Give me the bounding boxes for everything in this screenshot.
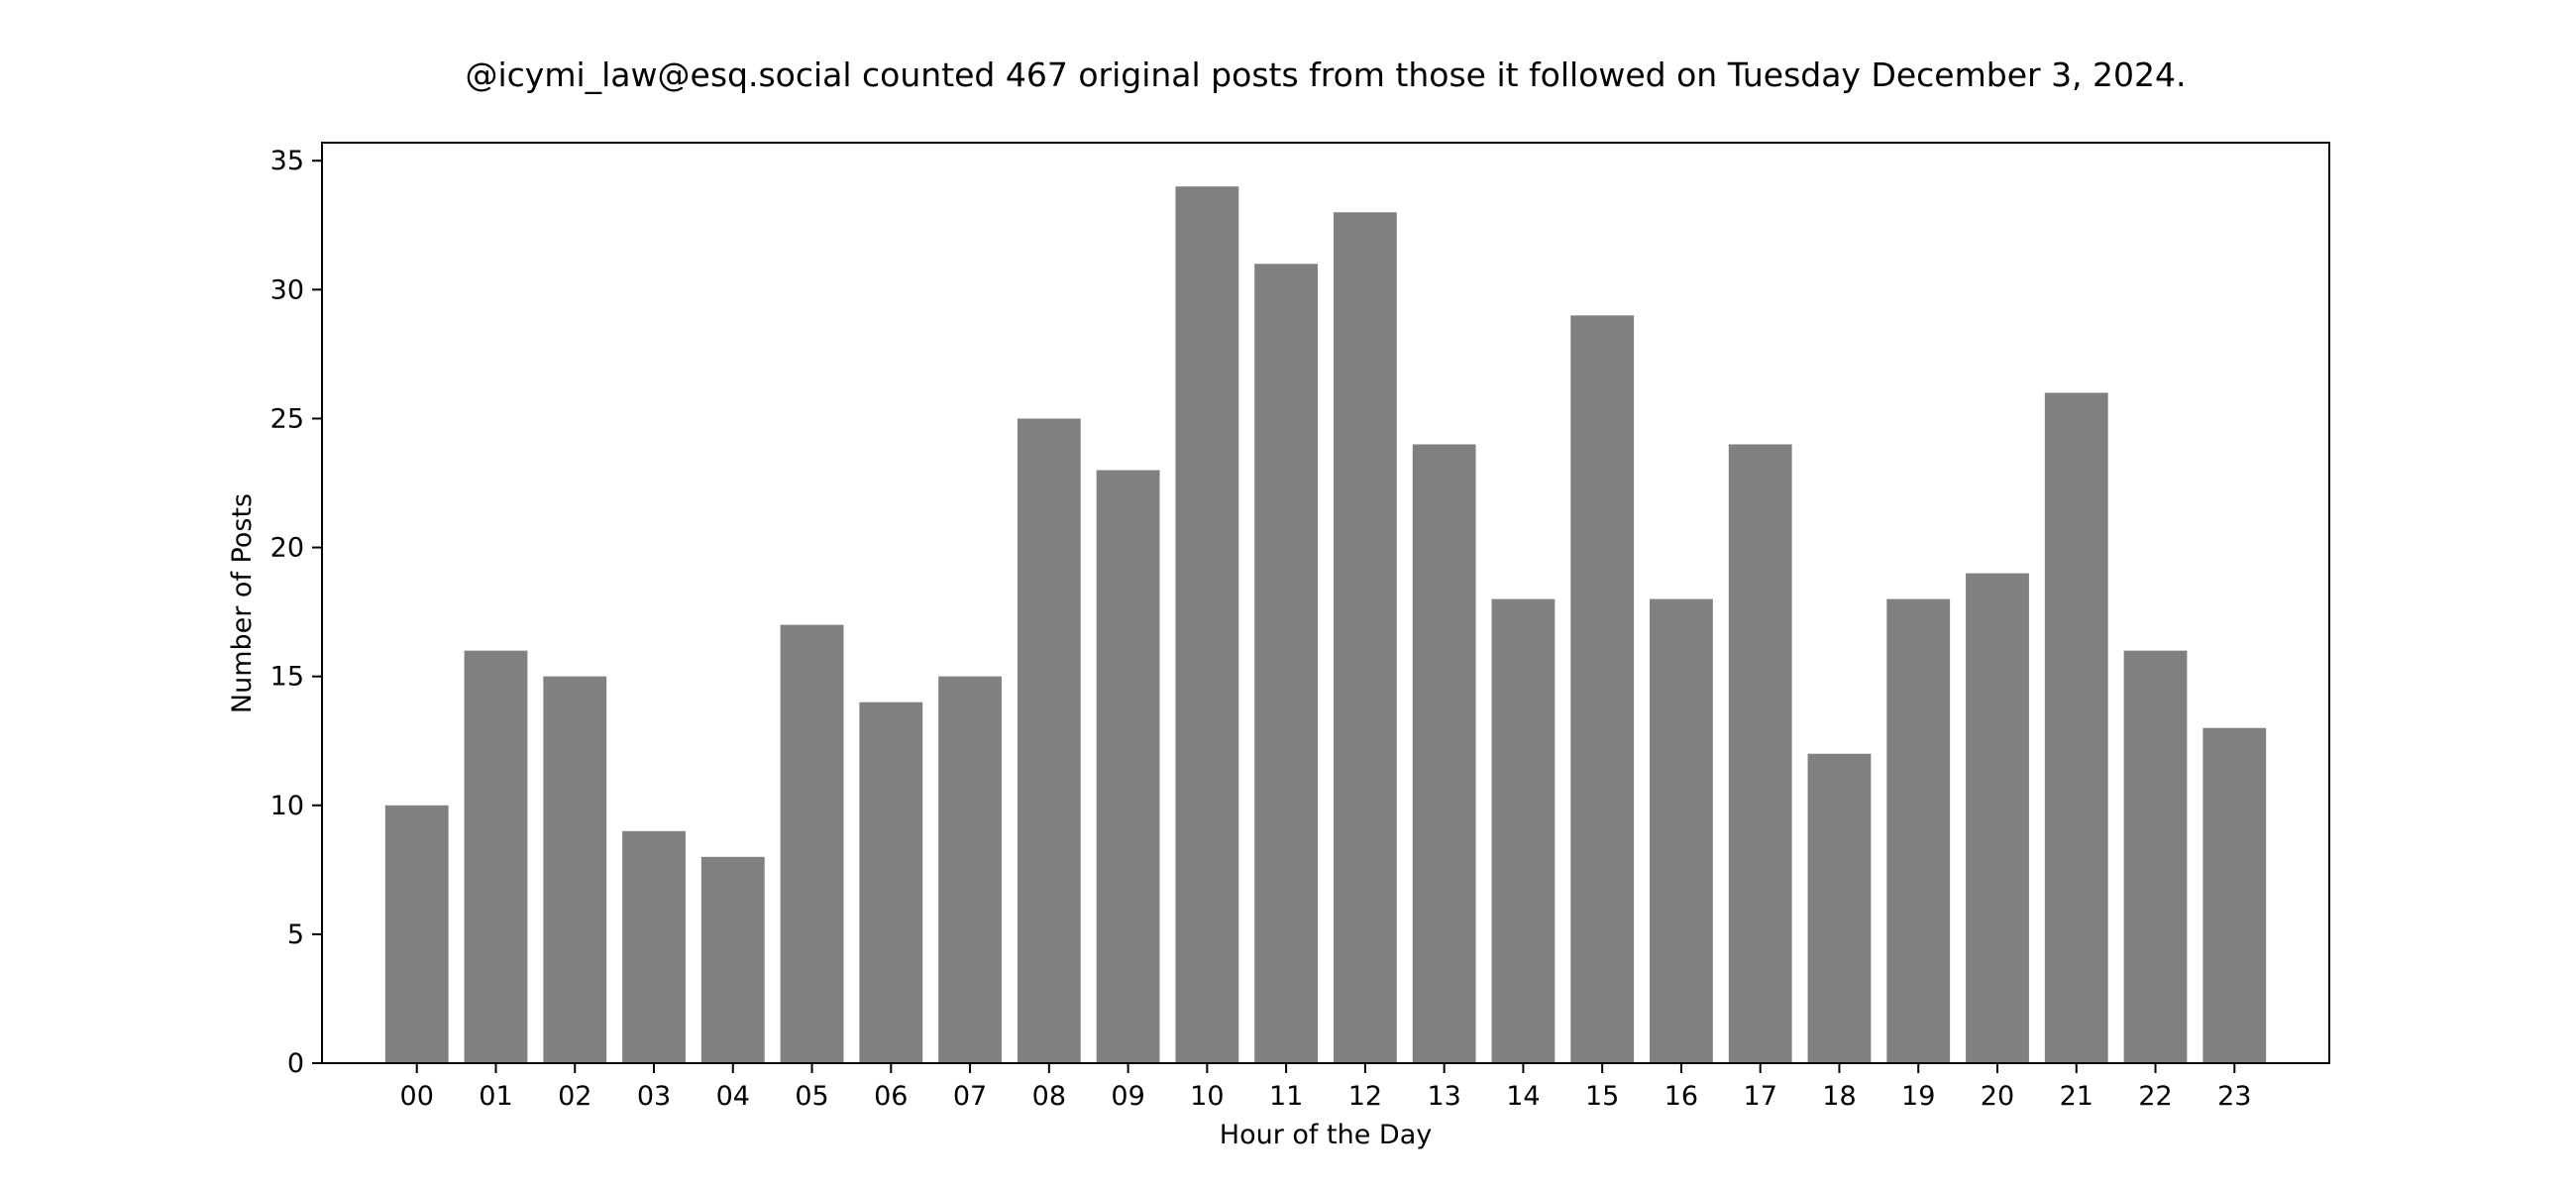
x-tick-label: 18 [1822,1081,1856,1112]
y-tick-label: 20 [270,533,304,564]
bar-10 [1175,186,1239,1064]
x-tick-label: 11 [1269,1081,1303,1112]
x-tick-label: 16 [1664,1081,1698,1112]
bar-02 [543,676,607,1063]
x-tick-label: 13 [1427,1081,1460,1112]
x-tick-label: 04 [716,1081,750,1112]
bar-09 [1096,470,1160,1064]
y-tick-label: 35 [270,146,304,176]
x-tick-label: 12 [1348,1081,1382,1112]
bar-08 [1017,418,1081,1063]
bar-15 [1570,315,1635,1064]
y-tick-label: 25 [270,403,304,434]
bar-04 [700,856,765,1063]
bar-19 [1886,598,1951,1063]
x-tick-label: 10 [1190,1081,1224,1112]
y-axis-ticks: 0 5 10 15 20 25 30 35 [270,146,322,1079]
x-tick-label: 23 [2217,1081,2251,1112]
x-tick-label: 22 [2138,1081,2172,1112]
y-tick-label: 5 [287,919,304,950]
x-tick-label: 05 [795,1081,828,1112]
x-tick-label: 21 [2060,1081,2093,1112]
plot-frame [321,142,2330,1064]
x-tick-label: 14 [1506,1081,1540,1112]
x-tick-label: 06 [874,1081,908,1112]
x-tick-label: 02 [558,1081,591,1112]
bar-group [384,186,2267,1064]
chart-title: @icymi_law@esq.social counted 467 origin… [465,55,2186,94]
bar-07 [938,676,1002,1063]
bar-11 [1254,264,1319,1063]
x-tick-label: 03 [637,1081,671,1112]
bar-21 [2044,392,2108,1063]
x-tick-label: 19 [1901,1081,1935,1112]
bar-23 [2202,727,2267,1063]
bar-16 [1650,598,1713,1063]
bar-22 [2123,650,2188,1063]
bar-00 [384,805,449,1063]
bar-06 [859,702,923,1063]
bar-17 [1728,444,1792,1064]
bar-20 [1966,573,2029,1063]
bar-18 [1807,753,1872,1063]
bar-05 [780,624,844,1063]
y-tick-label: 0 [287,1048,304,1079]
x-tick-label: 20 [1981,1081,2014,1112]
x-tick-label: 09 [1111,1081,1144,1112]
x-axis-ticks: 00 01 02 03 04 05 06 07 08 09 10 11 12 13 14 15 16 17 18 19… [400,1063,2251,1112]
y-tick-label: 10 [270,791,304,821]
x-axis-label: Hour of the Day [1220,1120,1432,1150]
bar-01 [464,650,528,1063]
y-tick-label: 15 [270,662,304,693]
x-tick-label: 15 [1585,1081,1619,1112]
y-tick-label: 30 [270,274,304,305]
bar-03 [622,830,686,1063]
y-axis-label: Number of Posts [227,493,258,713]
x-tick-label: 00 [400,1081,434,1112]
x-tick-label: 08 [1032,1081,1066,1112]
x-tick-label: 01 [479,1081,512,1112]
x-tick-label: 17 [1744,1081,1777,1112]
bar-14 [1491,598,1556,1063]
bar-12 [1333,212,1397,1063]
x-tick-label: 07 [953,1081,987,1112]
bar-13 [1412,444,1476,1064]
